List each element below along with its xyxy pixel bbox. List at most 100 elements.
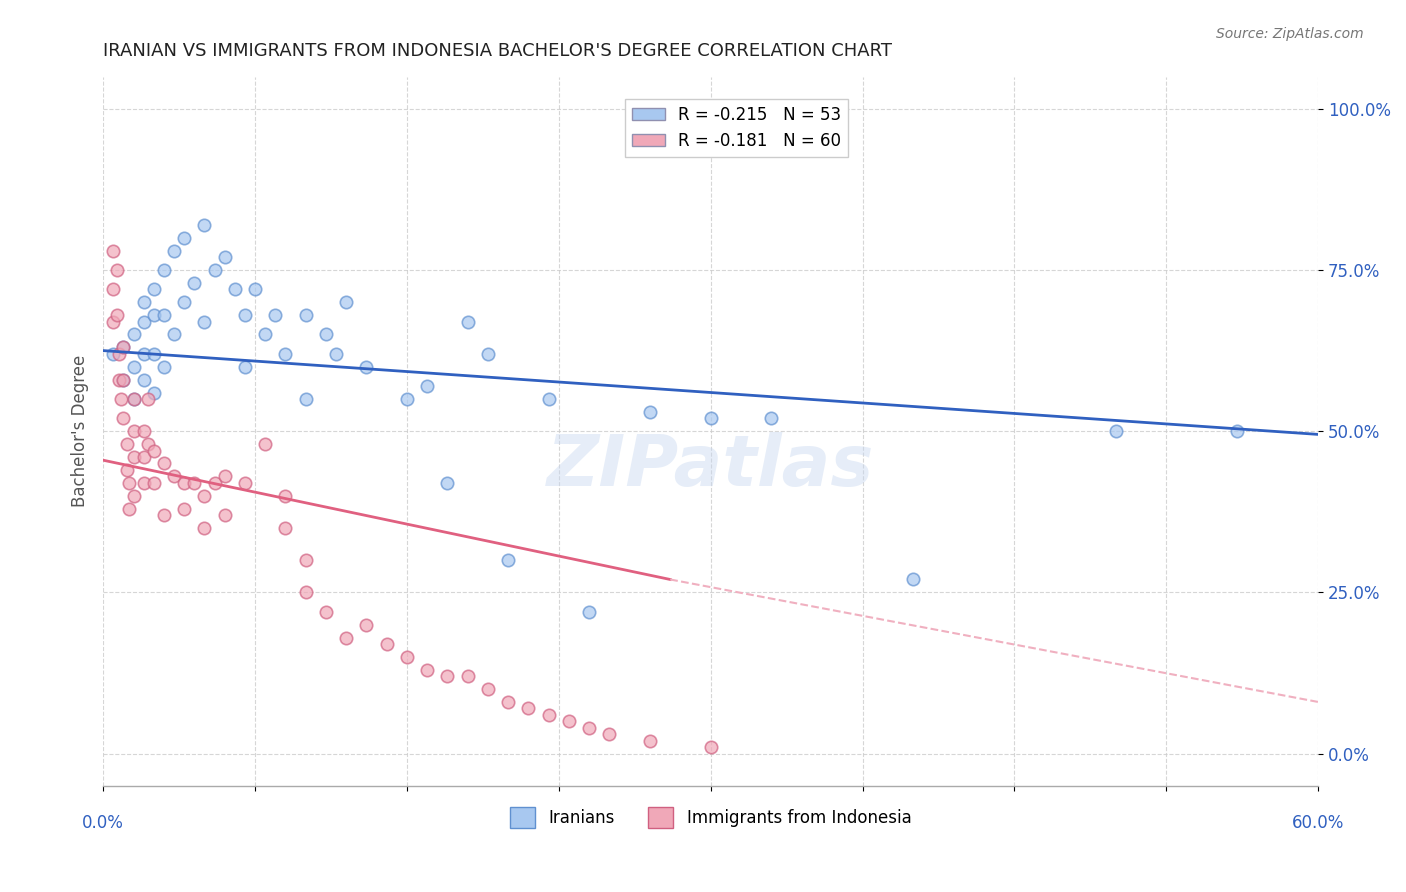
- Point: [132, 295, 155, 310]
- Legend: Iranians, Immigrants from Indonesia: Iranians, Immigrants from Indonesia: [503, 800, 918, 834]
- Point: [122, 450, 145, 464]
- Text: 0.0%: 0.0%: [82, 814, 124, 832]
- Point: [103, 315, 125, 329]
- Point: [103, 347, 125, 361]
- Point: [132, 475, 155, 490]
- Point: [122, 489, 145, 503]
- Point: [142, 282, 165, 296]
- Point: [496, 553, 519, 567]
- Point: [1105, 424, 1128, 438]
- Point: [193, 521, 215, 535]
- Point: [142, 347, 165, 361]
- Point: [183, 475, 205, 490]
- Point: [132, 315, 155, 329]
- Point: [233, 359, 256, 374]
- Point: [193, 315, 215, 329]
- Point: [132, 347, 155, 361]
- Point: [274, 489, 297, 503]
- Point: [132, 373, 155, 387]
- Point: [537, 392, 560, 406]
- Point: [325, 347, 347, 361]
- Point: [578, 721, 600, 735]
- Point: [315, 327, 337, 342]
- Point: [117, 463, 139, 477]
- Point: [395, 392, 418, 406]
- Point: [122, 327, 145, 342]
- Point: [224, 282, 246, 296]
- Point: [537, 707, 560, 722]
- Point: [436, 669, 458, 683]
- Point: [496, 695, 519, 709]
- Point: [254, 327, 277, 342]
- Point: [294, 308, 316, 322]
- Point: [274, 347, 297, 361]
- Point: [294, 392, 316, 406]
- Text: IRANIAN VS IMMIGRANTS FROM INDONESIA BACHELOR'S DEGREE CORRELATION CHART: IRANIAN VS IMMIGRANTS FROM INDONESIA BAC…: [103, 42, 893, 60]
- Point: [335, 631, 357, 645]
- Point: [132, 450, 155, 464]
- Point: [112, 373, 135, 387]
- Point: [638, 733, 661, 747]
- Point: [112, 340, 135, 354]
- Point: [117, 437, 139, 451]
- Point: [163, 244, 186, 258]
- Point: [436, 475, 458, 490]
- Text: 60.0%: 60.0%: [1292, 814, 1344, 832]
- Point: [638, 405, 661, 419]
- Point: [243, 282, 266, 296]
- Point: [233, 475, 256, 490]
- Point: [103, 282, 125, 296]
- Point: [233, 308, 256, 322]
- Point: [356, 359, 378, 374]
- Point: [214, 250, 236, 264]
- Point: [122, 424, 145, 438]
- Point: [356, 617, 378, 632]
- Point: [395, 649, 418, 664]
- Point: [136, 437, 159, 451]
- Point: [193, 489, 215, 503]
- Text: Source: ZipAtlas.com: Source: ZipAtlas.com: [1216, 27, 1364, 41]
- Point: [173, 231, 195, 245]
- Point: [122, 359, 145, 374]
- Point: [142, 475, 165, 490]
- Point: [108, 373, 131, 387]
- Point: [264, 308, 287, 322]
- Point: [118, 475, 141, 490]
- Point: [375, 637, 398, 651]
- Point: [294, 585, 316, 599]
- Text: ZIPatlas: ZIPatlas: [547, 432, 875, 501]
- Point: [153, 508, 176, 522]
- Point: [204, 263, 226, 277]
- Point: [335, 295, 357, 310]
- Point: [153, 308, 176, 322]
- Point: [110, 392, 132, 406]
- Point: [153, 263, 176, 277]
- Point: [193, 218, 215, 232]
- Point: [254, 437, 277, 451]
- Point: [477, 682, 499, 697]
- Point: [163, 469, 186, 483]
- Point: [204, 475, 226, 490]
- Point: [112, 373, 135, 387]
- Point: [477, 347, 499, 361]
- Point: [761, 411, 783, 425]
- Point: [416, 379, 439, 393]
- Point: [294, 553, 316, 567]
- Point: [457, 315, 479, 329]
- Point: [558, 714, 581, 729]
- Point: [103, 244, 125, 258]
- Point: [153, 359, 176, 374]
- Point: [136, 392, 159, 406]
- Point: [214, 469, 236, 483]
- Point: [173, 295, 195, 310]
- Point: [315, 605, 337, 619]
- Point: [142, 443, 165, 458]
- Point: [1226, 424, 1249, 438]
- Point: [517, 701, 540, 715]
- Point: [122, 392, 145, 406]
- Point: [105, 308, 128, 322]
- Point: [112, 411, 135, 425]
- Point: [274, 521, 297, 535]
- Point: [118, 501, 141, 516]
- Point: [173, 475, 195, 490]
